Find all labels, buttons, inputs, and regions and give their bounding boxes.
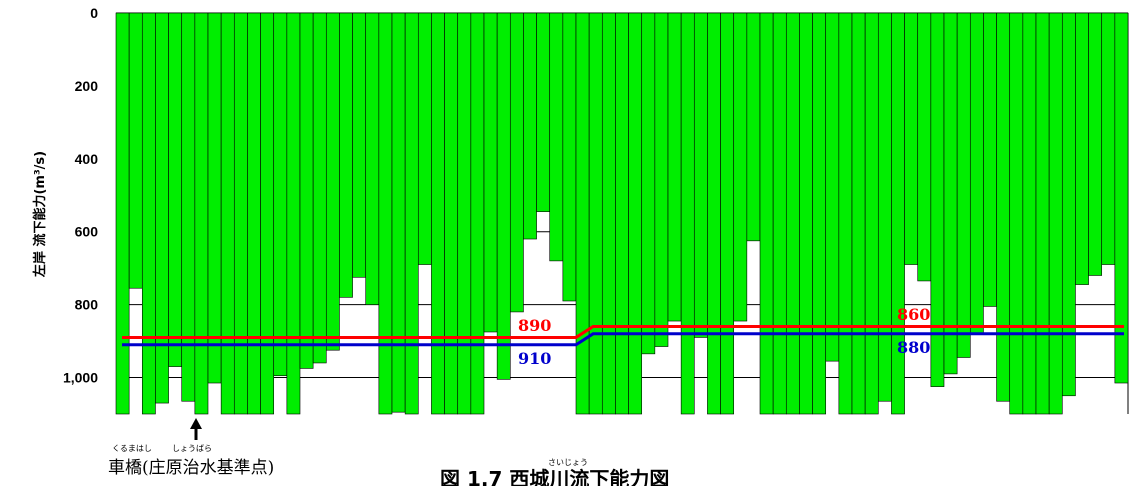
bar	[562, 12, 577, 302]
bar	[339, 12, 353, 298]
bar	[496, 12, 511, 380]
bar	[1009, 12, 1024, 415]
bar	[247, 12, 261, 415]
bar	[1035, 12, 1050, 415]
y-axis-ticks: 0 200 400 600 800 1,000	[63, 5, 98, 386]
caption-ruby: さいじょう	[548, 458, 588, 467]
bar	[1022, 12, 1037, 415]
bar	[983, 12, 997, 307]
bar	[812, 12, 827, 415]
bar	[286, 12, 301, 415]
bar	[707, 12, 721, 415]
location-ruby-kuruma: くるまはし	[112, 444, 152, 453]
bar	[838, 12, 853, 415]
y-tick-label: 600	[75, 224, 99, 240]
bar	[115, 12, 130, 415]
bar	[470, 12, 485, 415]
bar	[615, 12, 629, 415]
bar	[746, 12, 761, 242]
bar	[772, 12, 787, 415]
bar	[956, 12, 971, 358]
bar	[194, 12, 209, 415]
bar	[299, 12, 314, 369]
bar	[444, 12, 459, 415]
reference-lines	[122, 325, 1124, 347]
bar	[693, 12, 708, 338]
reference-line-890	[122, 325, 1124, 339]
bar	[260, 12, 275, 415]
bar	[207, 12, 222, 384]
bar	[943, 12, 958, 375]
bar	[628, 12, 643, 415]
bar	[720, 12, 735, 415]
up-arrow-icon	[190, 418, 202, 429]
line-label-880: 880	[897, 338, 930, 357]
y-tick-label: 200	[75, 78, 99, 94]
bar	[641, 12, 656, 355]
bar	[969, 12, 984, 335]
bar	[417, 12, 432, 265]
bar	[378, 12, 393, 415]
bar	[759, 12, 774, 415]
bar	[220, 12, 235, 415]
bars-group	[115, 12, 1129, 415]
figure-caption: 図 1.7 西城川流下能力図	[440, 467, 669, 486]
y-tick-label: 800	[75, 297, 99, 313]
bar	[391, 12, 406, 413]
bar	[1061, 12, 1076, 397]
y-tick-label: 1,000	[63, 370, 98, 386]
y-tick-label: 400	[75, 151, 99, 167]
bar	[365, 12, 380, 305]
bar	[877, 12, 892, 402]
y-tick-label: 0	[90, 5, 98, 21]
reference-line-910	[122, 332, 1124, 347]
bar	[917, 12, 932, 282]
y-axis-label: 左岸 流下能力(m³/s)	[32, 151, 48, 277]
bar	[864, 12, 879, 415]
bar	[457, 12, 472, 415]
bar	[273, 12, 288, 377]
bar	[352, 12, 367, 278]
bar	[588, 12, 603, 415]
bar	[785, 12, 800, 415]
bar	[483, 12, 498, 333]
bar	[799, 12, 813, 415]
bar	[996, 12, 1011, 402]
bar	[128, 12, 143, 289]
bar	[733, 12, 748, 322]
bar	[168, 12, 183, 367]
bar	[851, 12, 866, 415]
line-label-910: 910	[518, 349, 551, 368]
line-label-860: 860	[897, 305, 930, 324]
bar	[509, 12, 524, 313]
bar	[654, 12, 669, 347]
location-marker	[190, 418, 202, 440]
bar	[325, 12, 340, 351]
bar	[825, 12, 840, 362]
line-label-890: 890	[518, 316, 551, 335]
bar	[312, 12, 327, 364]
bar	[233, 12, 248, 415]
bar	[536, 12, 551, 212]
bar	[1088, 12, 1103, 276]
bar	[431, 12, 445, 415]
bar	[181, 12, 196, 402]
location-ruby-shobara: しょうばら	[172, 444, 212, 453]
bar	[904, 12, 919, 265]
location-label: 車橋(庄原治水基準点)	[108, 458, 274, 478]
bar	[1048, 12, 1063, 415]
bar	[930, 12, 945, 387]
bar	[575, 12, 590, 415]
bar	[1101, 12, 1116, 265]
bar	[667, 12, 682, 322]
bar	[601, 12, 616, 415]
bar	[141, 12, 156, 415]
bar	[680, 12, 695, 415]
bar	[1114, 12, 1129, 384]
bar	[549, 12, 564, 262]
bar	[523, 12, 537, 240]
bar	[404, 12, 419, 415]
bar	[1075, 12, 1089, 285]
